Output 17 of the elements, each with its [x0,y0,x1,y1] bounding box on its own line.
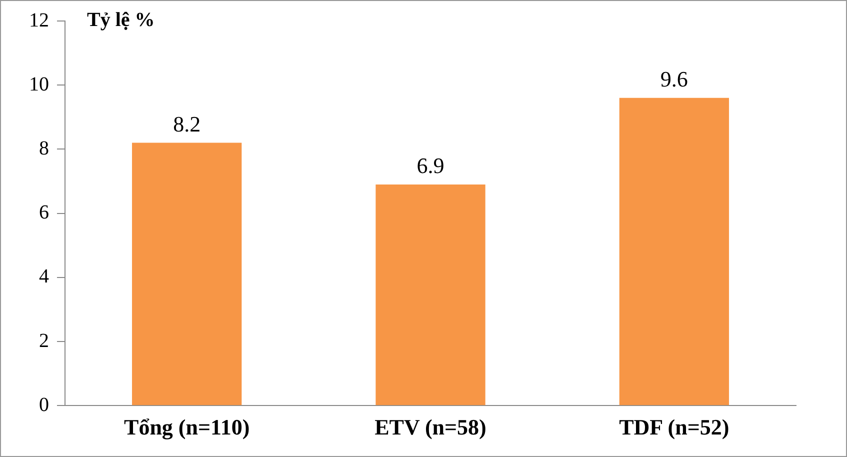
bar [619,98,729,406]
y-axis-title: Tỷ lệ % [87,9,155,32]
y-tick-label: 8 [39,137,49,160]
x-tick-label: Tổng (n=110) [124,414,250,440]
x-tick-label: TDF (n=52) [619,414,730,440]
bar [132,142,242,406]
y-tick-label: 10 [29,73,49,96]
y-tick-label: 2 [39,330,49,352]
data-label: 6.9 [416,153,444,178]
y-tick-label: 4 [39,266,49,288]
x-tick-label: ETV (n=58) [374,414,486,440]
y-tick-label: 0 [39,394,49,416]
y-tick-label: 6 [39,202,49,224]
bar [376,184,486,406]
y-tick-label: 12 [29,9,49,32]
data-label: 9.6 [660,66,688,92]
data-label: 8.2 [173,112,201,137]
